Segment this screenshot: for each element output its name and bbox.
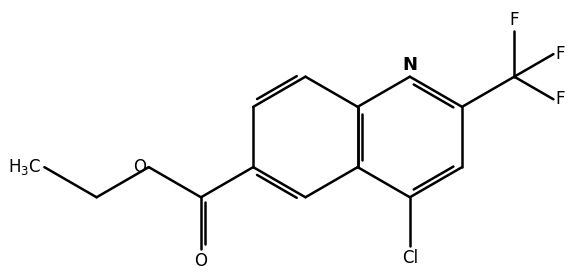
Text: F: F: [556, 45, 566, 63]
Text: N: N: [402, 56, 417, 74]
Text: O: O: [133, 158, 146, 176]
Text: F: F: [556, 90, 566, 108]
Text: O: O: [195, 252, 208, 270]
Text: F: F: [510, 11, 519, 29]
Text: H$_3$C: H$_3$C: [8, 157, 41, 177]
Text: Cl: Cl: [402, 249, 418, 267]
